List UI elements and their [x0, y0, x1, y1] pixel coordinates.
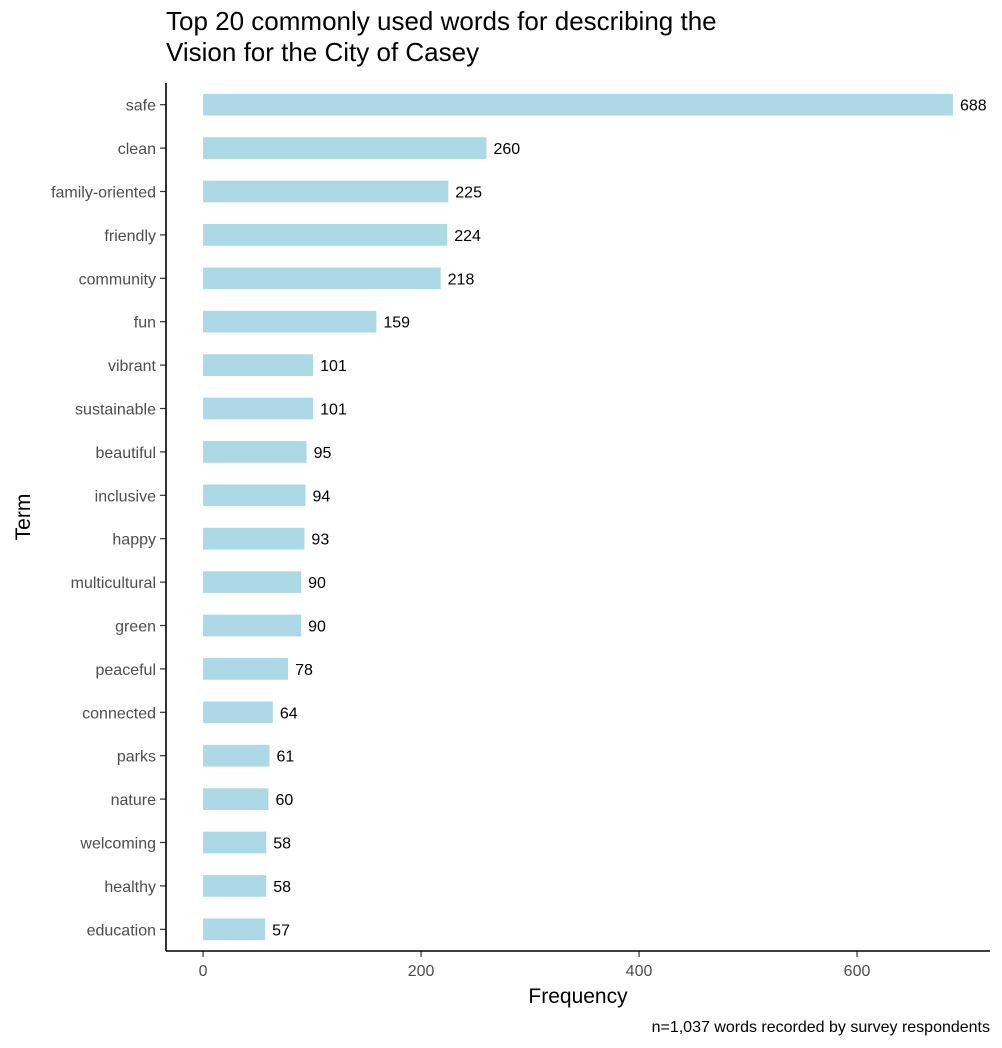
- data-label-healthy: 58: [273, 879, 291, 896]
- bar-beautiful: [203, 441, 307, 463]
- chart-title-line-2: Vision for the City of Casey: [166, 37, 479, 67]
- bar-healthy: [203, 875, 267, 897]
- bar-clean: [203, 137, 487, 159]
- y-tick-label-inclusive: inclusive: [95, 488, 156, 505]
- y-tick-label-sustainable: sustainable: [75, 402, 156, 419]
- data-label-friendly: 224: [454, 228, 481, 245]
- bar-family-oriented: [203, 180, 449, 203]
- y-tick-label-parks: parks: [117, 749, 156, 766]
- data-label-beautiful: 95: [314, 445, 332, 462]
- bar-happy: [203, 527, 305, 550]
- x-tick-label-400: 400: [626, 963, 653, 980]
- data-label-nature: 60: [275, 792, 293, 809]
- y-tick-label-clean: clean: [118, 141, 156, 158]
- x-tick-label-0: 0: [199, 963, 208, 980]
- data-label-multicultural: 90: [308, 575, 326, 592]
- data-label-family-oriented: 225: [455, 185, 482, 202]
- data-label-welcoming: 58: [273, 836, 291, 853]
- bar-nature: [203, 788, 269, 810]
- y-tick-label-fun: fun: [134, 315, 156, 332]
- x-axis-title: Frequency: [528, 985, 628, 1008]
- chart-caption: n=1,037 words recorded by survey respond…: [652, 1019, 990, 1036]
- bar-connected: [203, 701, 273, 724]
- y-tick-label-community: community: [79, 271, 156, 288]
- bar-inclusive: [203, 484, 306, 507]
- y-tick-label-family-oriented: family-oriented: [51, 185, 156, 202]
- y-tick-label-peaceful: peaceful: [96, 662, 157, 679]
- bar-friendly: [203, 224, 448, 246]
- bar-sustainable: [203, 397, 314, 420]
- y-tick-label-welcoming: welcoming: [79, 836, 156, 853]
- x-ticks: 0 200 400 600: [199, 951, 871, 980]
- y-tick-label-multicultural: multicultural: [71, 575, 156, 592]
- bar-education: [203, 918, 266, 941]
- bars-layer: 688 260 225 224 218 159 101 101 95 94 93 90 90 78 64 61…: [203, 93, 987, 941]
- bar-welcoming: [203, 831, 267, 854]
- data-label-peaceful: 78: [295, 662, 313, 679]
- x-tick-label-200: 200: [408, 963, 435, 980]
- data-label-parks: 61: [277, 749, 295, 766]
- bar-vibrant: [203, 354, 314, 376]
- y-tick-label-safe: safe: [126, 98, 156, 115]
- data-label-inclusive: 94: [313, 488, 331, 505]
- data-label-sustainable: 101: [320, 402, 347, 419]
- data-label-fun: 159: [383, 315, 410, 332]
- data-label-green: 90: [308, 619, 326, 636]
- bar-green: [203, 614, 302, 637]
- y-tick-label-vibrant: vibrant: [108, 358, 157, 375]
- data-label-vibrant: 101: [320, 358, 347, 375]
- data-label-education: 57: [272, 922, 290, 939]
- y-tick-label-friendly: friendly: [104, 228, 156, 245]
- y-tick-label-connected: connected: [82, 705, 156, 722]
- y-axis-title: Term: [12, 494, 35, 541]
- data-label-safe: 688: [960, 98, 987, 115]
- bar-community: [203, 267, 441, 290]
- y-tick-label-education: education: [87, 922, 156, 939]
- y-tick-label-happy: happy: [112, 532, 156, 549]
- y-tick-label-nature: nature: [111, 792, 156, 809]
- data-label-clean: 260: [493, 141, 520, 158]
- x-tick-label-600: 600: [844, 963, 871, 980]
- bar-peaceful: [203, 658, 289, 680]
- bar-safe: [203, 93, 953, 116]
- y-tick-label-beautiful: beautiful: [96, 445, 157, 462]
- bar-multicultural: [203, 571, 302, 593]
- data-label-happy: 93: [311, 532, 329, 549]
- y-tick-label-green: green: [115, 619, 156, 636]
- data-label-community: 218: [448, 271, 475, 288]
- data-label-connected: 64: [280, 705, 298, 722]
- y-tick-label-healthy: healthy: [104, 879, 156, 896]
- chart-title-line-1: Top 20 commonly used words for describin…: [166, 6, 717, 36]
- bar-fun: [203, 310, 377, 333]
- bar-parks: [203, 744, 270, 767]
- y-tick-labels: safe clean family-oriented friendly communit…: [51, 98, 166, 939]
